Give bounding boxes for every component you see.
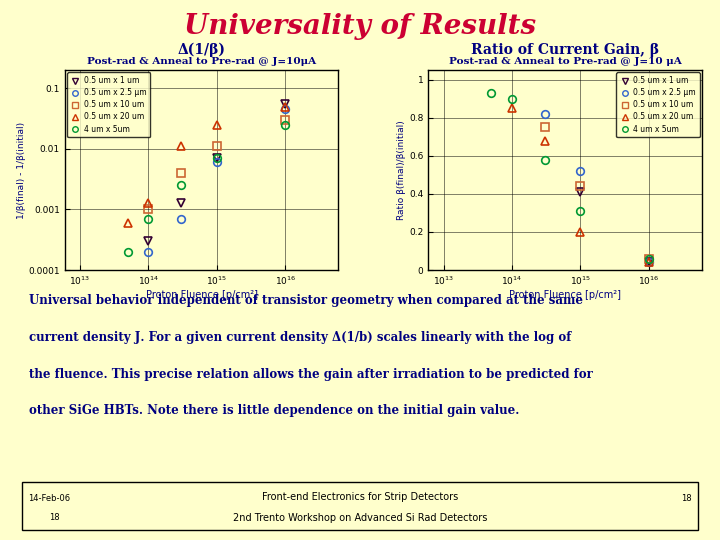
Text: 14-Feb-06: 14-Feb-06: [28, 494, 71, 503]
Text: 2nd Trento Workshop on Advanced Si Rad Detectors: 2nd Trento Workshop on Advanced Si Rad D…: [233, 513, 487, 523]
X-axis label: Proton Fluence [p/cm²]: Proton Fluence [p/cm²]: [145, 290, 258, 300]
Text: Universal behavior independent of transistor geometry when compared at the same: Universal behavior independent of transi…: [29, 294, 582, 307]
Text: other SiGe HBTs. Note there is little dependence on the initial gain value.: other SiGe HBTs. Note there is little de…: [29, 404, 519, 417]
Y-axis label: Ratio β(final)/β(initial): Ratio β(final)/β(initial): [397, 120, 406, 220]
Text: 18: 18: [681, 494, 692, 503]
Text: Post-rad & Anneal to Pre-rad @ J⁣=10 μA: Post-rad & Anneal to Pre-rad @ J⁣=10 μA: [449, 57, 682, 66]
Legend: 0.5 um x 1 um, 0.5 um x 2.5 μm, 0.5 um x 10 um, 0.5 um x 20 um, 4 um x 5um: 0.5 um x 1 um, 0.5 um x 2.5 μm, 0.5 um x…: [67, 72, 150, 137]
X-axis label: Proton Fluence [p/cm²]: Proton Fluence [p/cm²]: [509, 290, 621, 300]
Text: Front-end Electronics for Strip Detectors: Front-end Electronics for Strip Detector…: [262, 492, 458, 502]
Y-axis label: 1/β(final) - 1/β(initial): 1/β(final) - 1/β(initial): [17, 122, 25, 219]
Legend: 0.5 um x 1 um, 0.5 um x 2.5 μm, 0.5 um x 10 um, 0.5 um x 20 um, 4 um x 5um: 0.5 um x 1 um, 0.5 um x 2.5 μm, 0.5 um x…: [616, 72, 700, 137]
Text: current density J⁣. For a given current density Δ(1/b) scales linearly with the : current density J⁣. For a given current …: [29, 331, 571, 344]
Text: Δ(1/β): Δ(1/β): [178, 42, 225, 57]
Text: 18: 18: [49, 513, 59, 522]
Text: Post-rad & Anneal to Pre-rad @ J⁣=10μA: Post-rad & Anneal to Pre-rad @ J⁣=10μA: [87, 57, 316, 66]
Text: Universality of Results: Universality of Results: [184, 14, 536, 40]
Text: the fluence. This precise relation allows the gain after irradiation to be predi: the fluence. This precise relation allow…: [29, 368, 593, 381]
Text: Ratio of Current Gain, β: Ratio of Current Gain, β: [471, 43, 660, 57]
